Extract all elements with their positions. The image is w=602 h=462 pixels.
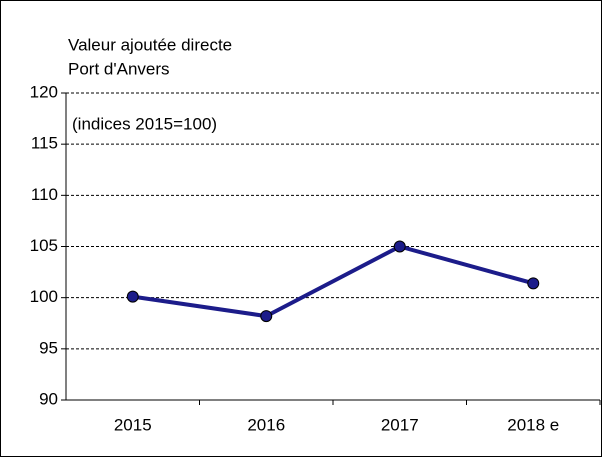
y-tick-label: 110 — [31, 185, 58, 204]
chart-subtitle: Port d'Anvers — [68, 59, 170, 78]
annotation: (indices 2015=100) — [72, 114, 217, 133]
y-tick-label: 105 — [30, 236, 58, 255]
line-series — [132, 244, 534, 319]
x-tick-label: 2015 — [114, 415, 152, 434]
data-point — [393, 240, 406, 253]
y-tick-label: 100 — [30, 287, 58, 306]
data-point — [260, 310, 273, 323]
y-tick-label: 90 — [39, 389, 58, 408]
data-point — [126, 290, 139, 303]
y-tick-label: 95 — [39, 338, 58, 357]
x-tick-label: 2016 — [247, 415, 285, 434]
data-point — [527, 277, 540, 290]
y-tick-label: 115 — [31, 134, 58, 153]
x-tick-label: 2017 — [381, 415, 419, 434]
chart-title: Valeur ajoutée directe — [68, 35, 232, 54]
x-tick-label: 2018 e — [507, 415, 559, 434]
y-tick-label: 120 — [30, 82, 58, 101]
